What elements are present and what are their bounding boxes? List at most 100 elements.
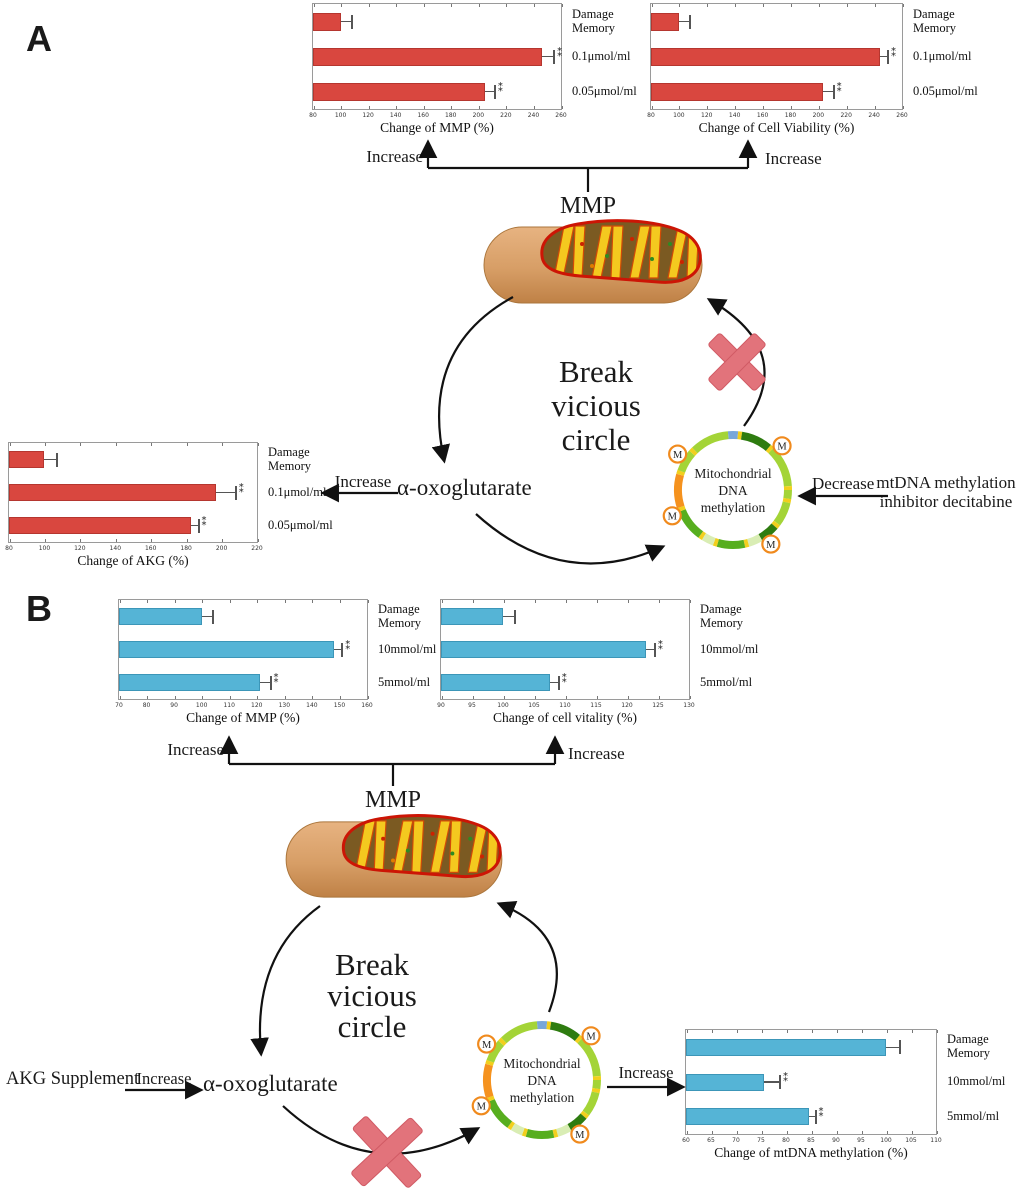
svg-text:M: M <box>586 1032 596 1043</box>
axis-tick <box>229 600 231 603</box>
significance-marker: * * <box>836 80 842 97</box>
axis-tick <box>284 600 286 603</box>
axis-tick <box>151 443 153 446</box>
axis-tick <box>44 443 46 446</box>
axis-tick <box>686 1131 688 1134</box>
bar <box>686 1108 809 1126</box>
axis-tick-label: 160 <box>417 112 429 119</box>
bar <box>119 608 202 625</box>
axis-title: Change of cell vitality (%) <box>493 710 637 725</box>
axis-tick-label: 220 <box>251 545 263 552</box>
bar-plot-area: * * * * <box>8 442 259 543</box>
bar <box>651 47 880 66</box>
axis-tick <box>761 1030 763 1033</box>
break-cross-icon-a <box>708 333 766 391</box>
chart-a-cell-viability: * * * * 80 100 120 140 160 180 200 220 240 260 Change … <box>647 3 1013 146</box>
axis-title: Change of MMP (%) <box>186 710 300 725</box>
axis-tick <box>711 1030 713 1033</box>
bar <box>686 1073 764 1091</box>
plasmid-text-a: Mitochondrial DNA methylation <box>658 415 808 565</box>
bar <box>441 674 550 691</box>
axis-tick <box>478 4 480 7</box>
axis-tick-label: 80 <box>782 1137 790 1144</box>
category-label: Damage Memory <box>947 1032 991 1061</box>
plasmid-text-b: Mitochondrial DNA methylation <box>467 1005 617 1155</box>
methyl-badge-icon: M <box>570 1124 590 1144</box>
break-vicious-circle-b: Break vicious circle <box>294 949 450 1042</box>
axis-tick <box>818 106 820 109</box>
plasmid-segment <box>507 1121 516 1131</box>
axis-tick <box>472 696 474 699</box>
axis-tick <box>202 696 204 699</box>
error-bar-cap <box>514 609 517 624</box>
error-bar <box>333 648 343 651</box>
bar-plot-area: * * * * <box>685 1029 938 1135</box>
category-label: Damage Memory <box>572 6 616 35</box>
axis-tick <box>596 600 598 603</box>
arc-plasmid-to-mito-b <box>496 901 558 1013</box>
bar-plot-area: * * * * <box>440 599 691 700</box>
axis-tick <box>341 4 343 7</box>
error-bar <box>645 648 655 651</box>
axis-tick-label: 160 <box>361 702 373 709</box>
plasmid-segment <box>768 447 792 487</box>
error-bar <box>541 55 555 58</box>
axis-tick <box>80 443 82 446</box>
inhibitor-line-2: inhibitor decitabine <box>879 492 1013 511</box>
break-cross-icon-b <box>351 1116 423 1188</box>
error-bar-cap <box>557 675 560 690</box>
mtdna-plasmid-a: M M M M Mitochondrial DNA methylation <box>658 415 808 565</box>
svg-text:M: M <box>673 450 683 461</box>
axis-tick <box>874 4 876 7</box>
axis-tick <box>679 106 681 109</box>
category-label: 5mmol/ml <box>378 674 431 689</box>
axis-tick-label: 80 <box>142 702 151 709</box>
axis-tick <box>339 696 341 699</box>
error-bar <box>763 1081 780 1083</box>
plasmid-segment <box>501 1021 538 1044</box>
category-label: 0.1μmol/ml <box>268 484 327 499</box>
axis-tick <box>679 4 681 7</box>
axis-tick-label: 90 <box>170 702 178 709</box>
plasmid-segment <box>574 1034 583 1044</box>
axis-tick <box>115 443 117 446</box>
error-bar <box>259 681 271 684</box>
axis-tick <box>119 600 121 603</box>
plasmid-segment <box>549 1021 580 1042</box>
axis-tick <box>312 696 314 699</box>
error-bar <box>549 681 559 684</box>
bar <box>119 674 260 691</box>
break-line: vicious <box>327 978 417 1013</box>
methyl-badge-icon: M <box>668 444 688 464</box>
axis-tick <box>506 106 508 109</box>
significance-marker: * * <box>497 80 503 97</box>
error-bar-cap <box>689 14 692 29</box>
arc-mito-to-oxoglutarate-a <box>431 296 514 464</box>
axis-tick <box>707 4 709 7</box>
bar <box>651 12 679 31</box>
svg-text:M: M <box>777 442 787 453</box>
axis-tick-label: 120 <box>74 545 86 552</box>
axis-tick <box>874 106 876 109</box>
axis-tick <box>651 106 653 109</box>
break-line: circle <box>337 1009 407 1044</box>
svg-text:M: M <box>482 1040 492 1051</box>
label-increase-right-a: Increase <box>765 149 822 168</box>
axis-tick <box>503 600 505 603</box>
methyl-badge-icon: M <box>761 534 781 554</box>
error-bar <box>216 491 236 494</box>
error-bar-cap <box>832 84 835 99</box>
axis-tick <box>790 4 792 7</box>
error-bar-cap <box>493 84 496 99</box>
axis-tick-label: 130 <box>278 702 291 709</box>
axis-tick-label: 180 <box>180 545 192 552</box>
plasmid-ring-icon: M M M M <box>662 430 793 554</box>
category-label: 10mmol/ml <box>947 1073 1006 1088</box>
bar <box>441 608 503 625</box>
axis-tick-label: 120 <box>362 112 374 119</box>
axis-tick <box>936 1131 938 1134</box>
mitochondrion-icon <box>483 219 703 304</box>
axis-tick <box>472 600 474 603</box>
label-increase-supplement-b: Increase <box>136 1069 192 1088</box>
